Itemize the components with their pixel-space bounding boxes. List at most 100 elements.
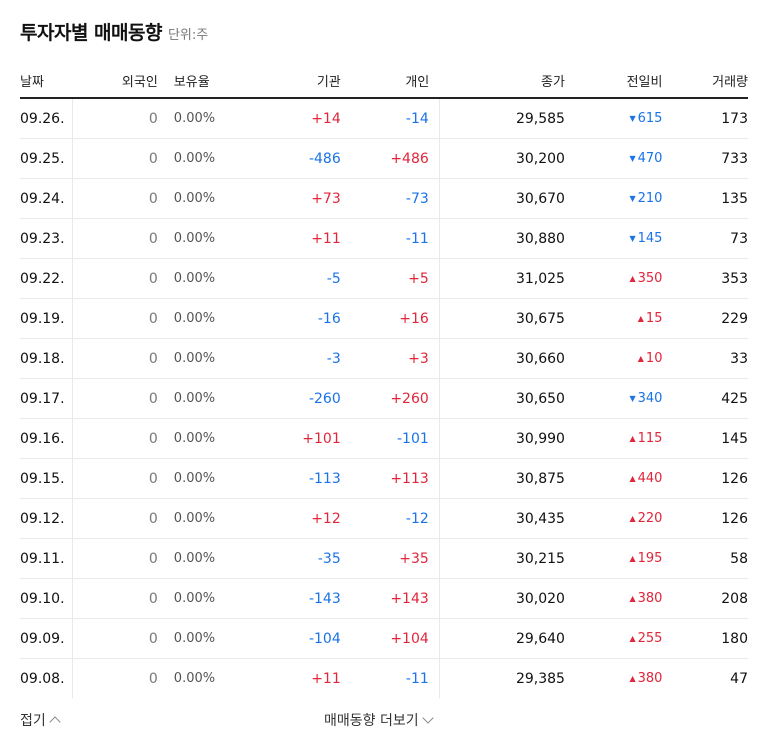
header-volume: 거래량: [662, 63, 748, 99]
investor-trading-table: 날짜 외국인 보유율 기관 개인 종가 전일비 거래량 09.26. 0 0.0…: [20, 63, 748, 698]
cell-foreign: 0: [71, 298, 168, 339]
table-row: 09.09. 0 0.00% -104 +104 29,640 255 180: [20, 618, 748, 659]
header-institution: 기관: [256, 63, 341, 99]
cell-foreign: 0: [71, 618, 168, 659]
cell-foreign: 0: [71, 658, 168, 698]
cell-date: 09.15.: [20, 458, 73, 499]
cell-individual: +260: [340, 378, 440, 419]
cell-ratio: 0.00%: [167, 98, 257, 139]
header-close: 종가: [439, 63, 567, 99]
cell-ratio: 0.00%: [167, 178, 257, 219]
cell-individual: +35: [340, 538, 440, 579]
table-row: 09.19. 0 0.00% -16 +16 30,675 15 229: [20, 298, 748, 339]
cell-change: 255: [566, 618, 663, 659]
cell-close: 29,585: [438, 98, 567, 139]
cell-foreign: 0: [71, 178, 168, 219]
cell-institution: -3: [256, 338, 341, 379]
cell-foreign: 0: [71, 218, 168, 259]
cell-close: 30,675: [438, 298, 567, 339]
cell-institution: +73: [256, 178, 341, 219]
cell-institution: -104: [256, 618, 341, 659]
cell-change: 470: [566, 138, 663, 179]
cell-ratio: 0.00%: [173, 671, 216, 686]
cell-foreign: 0: [71, 98, 168, 139]
unit-label: 단위:주: [167, 28, 209, 43]
cell-volume: 73: [662, 218, 748, 259]
cell-foreign: 0: [71, 338, 168, 379]
cell-close: 30,990: [438, 418, 567, 459]
table-header-row: 날짜 외국인 보유율 기관 개인 종가 전일비 거래량: [20, 63, 748, 99]
cell-change: 380: [567, 659, 663, 699]
table-row: 09.12. 0 0.00% +12 -12 30,435 220 126: [20, 498, 748, 539]
cell-foreign: 0: [71, 418, 168, 459]
cell-date: 09.10.: [20, 578, 73, 619]
cell-volume: 733: [662, 138, 748, 179]
header-ratio: 보유율: [167, 63, 257, 99]
cell-ratio: 0.00%: [167, 498, 257, 539]
cell-date: 09.19.: [20, 298, 73, 339]
cell-close: 30,880: [438, 218, 567, 259]
cell-volume: 425: [662, 378, 748, 419]
cell-date: 09.16.: [20, 418, 73, 459]
cell-ratio: 0.00%: [167, 298, 257, 339]
more-trading-label: 매매동향 더보기: [324, 713, 419, 729]
table-row: 09.10. 0 0.00% -143 +143 30,020 380 208: [20, 578, 748, 619]
table-row: 09.26. 0 0.00% +14 -14 29,585 615 173: [20, 98, 748, 139]
panel-footer: 접기 매매동향 더보기: [20, 710, 748, 734]
cell-change: 145: [566, 218, 663, 259]
table-body: 09.26. 0 0.00% +14 -14 29,585 615 173 09…: [20, 98, 748, 698]
cell-ratio: 0.00%: [167, 578, 257, 619]
header-individual: 개인: [340, 63, 440, 99]
cell-volume: 58: [662, 538, 748, 579]
cell-close: 31,025: [438, 258, 567, 299]
cell-date: 09.08.: [20, 670, 65, 687]
table-row: 09.17. 0 0.00% -260 +260 30,650 340 425: [20, 378, 748, 419]
cell-close: 30,020: [438, 578, 567, 619]
cell-close: 29,640: [438, 618, 567, 659]
cell-institution: +101: [256, 418, 341, 459]
cell-change: 220: [566, 498, 663, 539]
chevron-down-icon: [421, 712, 434, 724]
cell-date: 09.25.: [20, 138, 73, 179]
cell-change: 615: [566, 98, 663, 139]
cell-date: 09.22.: [20, 258, 73, 299]
cell-change: 210: [566, 178, 663, 219]
cell-institution: -35: [256, 538, 341, 579]
cell-individual: +143: [340, 578, 440, 619]
cell-volume: 126: [662, 458, 748, 499]
cell-close: 30,875: [438, 458, 567, 499]
cell-institution: +12: [256, 498, 341, 539]
cell-change: 340: [566, 378, 663, 419]
cell-volume: 126: [662, 498, 748, 539]
table-row: 09.08. 0 0.00% +11 -11 29,385 380 47: [20, 658, 748, 699]
header-foreign: 외국인: [72, 63, 168, 99]
cell-date: 09.26.: [20, 98, 73, 139]
cell-date: 09.17.: [20, 378, 73, 419]
cell-institution: +11: [256, 218, 341, 259]
collapse-button[interactable]: 접기: [20, 710, 61, 730]
cell-ratio: 0.00%: [167, 218, 257, 259]
cell-foreign: 0: [71, 538, 168, 579]
cell-ratio: 0.00%: [167, 378, 257, 419]
cell-individual: +486: [340, 138, 440, 179]
cell-foreign: 0: [71, 378, 168, 419]
more-trading-link[interactable]: 매매동향 더보기: [324, 710, 434, 730]
cell-date: 09.24.: [20, 178, 73, 219]
cell-individual: +5: [340, 258, 440, 299]
cell-individual: -14: [340, 98, 440, 139]
cell-ratio: 0.00%: [167, 538, 257, 579]
cell-individual: +104: [340, 618, 440, 659]
cell-volume: 173: [662, 98, 748, 139]
cell-foreign: 0: [71, 498, 168, 539]
header-change: 전일비: [566, 63, 663, 99]
cell-volume: 33: [662, 338, 748, 379]
table-row: 09.11. 0 0.00% -35 +35 30,215 195 58: [20, 538, 748, 579]
cell-individual: +3: [340, 338, 440, 379]
cell-individual: -73: [340, 178, 440, 219]
cell-close: 30,435: [438, 498, 567, 539]
cell-close: 30,215: [438, 538, 567, 579]
table-row: 09.23. 0 0.00% +11 -11 30,880 145 73: [20, 218, 748, 259]
cell-close: 29,385: [438, 658, 567, 698]
cell-date: 09.11.: [20, 538, 73, 579]
